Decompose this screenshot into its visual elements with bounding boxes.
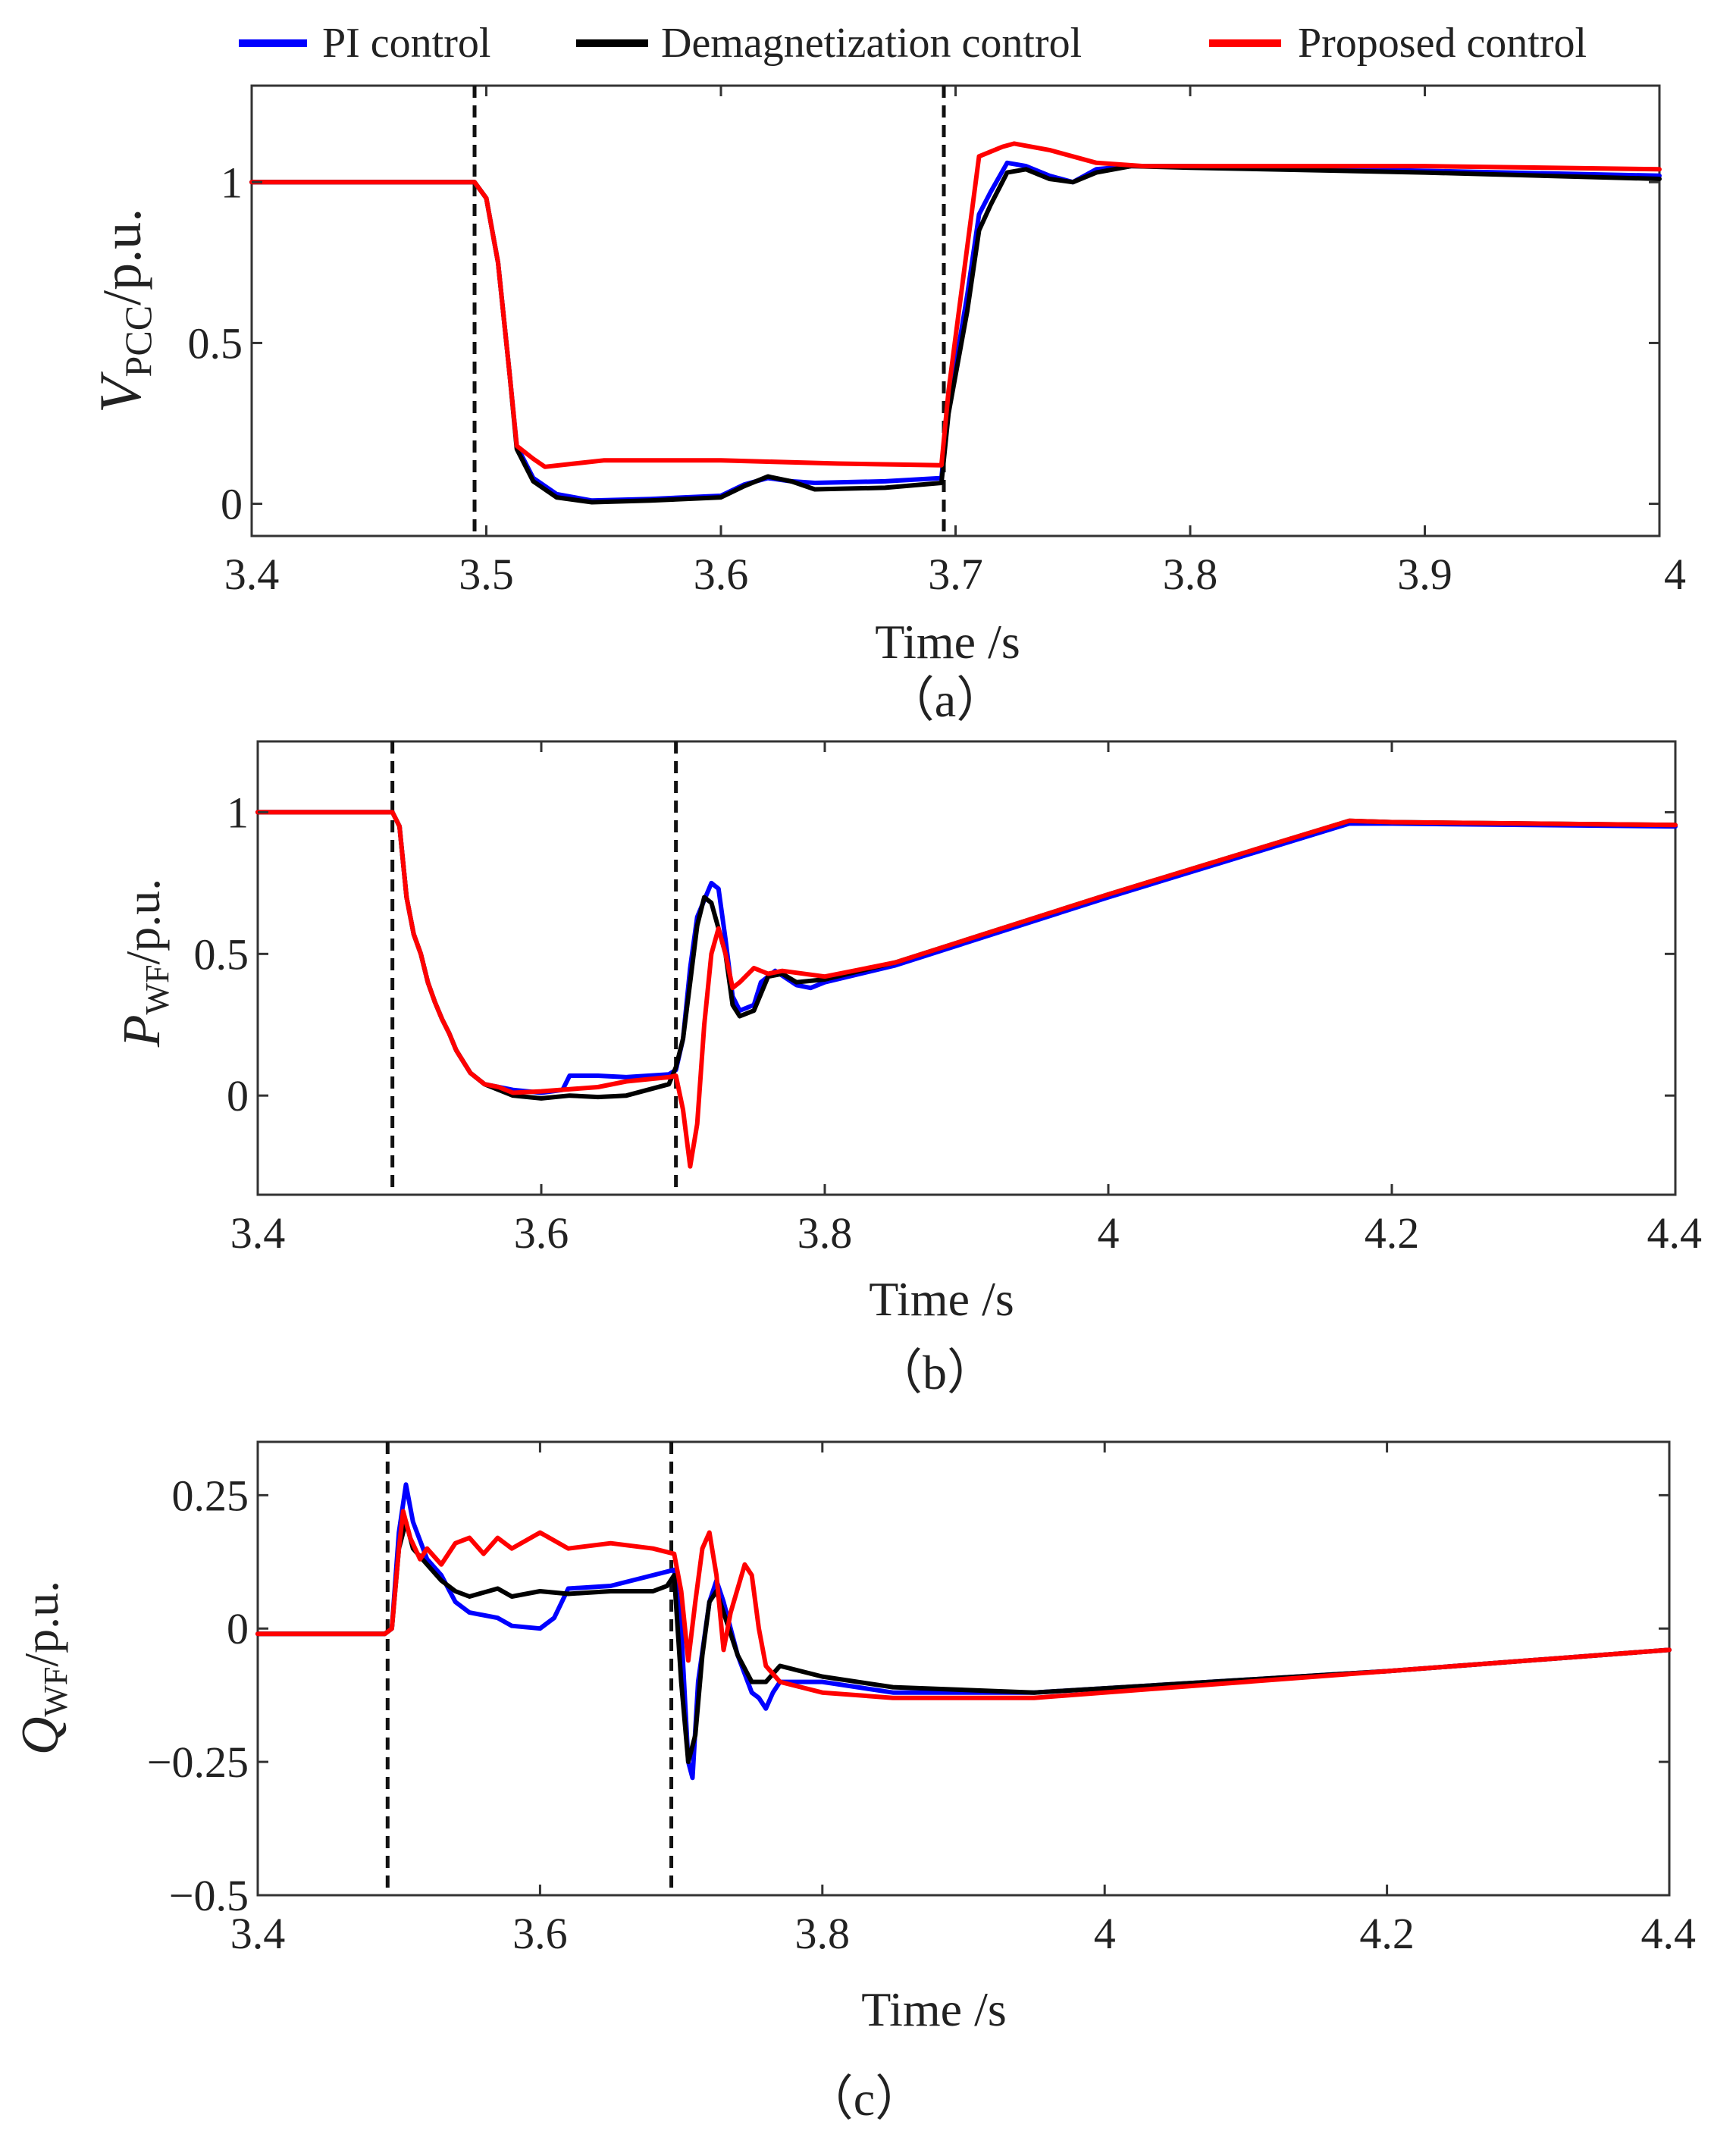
legend: PI control Demagnetization control Propo… [239,20,1587,67]
event-lines [385,1442,674,1895]
legend-label-proposed: Proposed control [1298,20,1587,67]
y-tick-label: −0.25 [147,1738,249,1787]
series-layer [255,810,1678,1169]
y-tick-label: 0 [221,480,243,529]
series-line-proposed-control [249,141,1662,469]
panel-b: 3.4 3.6 3.8 4 4.2 4.4 00.51 Time /s PWF/p.u. … [113,740,1702,1399]
x-tick-label: 3.5 [459,550,514,599]
x-tick-label: 3.7 [928,550,983,599]
panel-label: （a） [886,673,1004,727]
x-tick-label: 3.6 [514,1208,569,1258]
series-line-demagnetization-control [255,810,1678,1101]
x-axis-label: Time /s [875,615,1020,669]
panel-label: （b） [874,1346,995,1399]
y-tick-label: 0.25 [172,1471,249,1520]
event-lines [390,741,678,1195]
y-tick-label: 1 [227,788,249,837]
y-axis-label: PWF/p.u. [113,879,176,1048]
x-tick-label: 4 [1098,1208,1120,1258]
y-ticks: 00.51 [188,158,1659,529]
x-axis-label: Time /s [861,1982,1007,2036]
series-line-proposed-control [255,810,1678,1169]
x-tick-label: 4.4 [1641,1909,1697,1958]
x-tick-label: 3.4 [230,1208,286,1258]
x-ticks: 3.4 3.6 3.8 4 4.2 4.4 [230,1442,1696,1958]
x-axis-label: Time /s [869,1272,1014,1326]
y-axis-symbol: V [87,371,153,413]
y-axis-subscript: WF [139,965,176,1015]
x-tick-label: 3.8 [1163,550,1218,599]
plot-frame [250,84,1661,537]
panel-label: （c） [805,2072,923,2126]
y-axis-label: QWF/p.u. [11,1581,74,1755]
x-tick-label: 4 [1094,1909,1116,1958]
series-line-demagnetization-control [255,1519,1672,1765]
x-tick-label: 3.8 [797,1208,853,1258]
y-tick-label: 0.5 [194,929,249,979]
y-axis-subscript: WF [37,1667,74,1717]
y-axis-label: VPCC/p.u. [87,208,159,413]
y-tick-label: 0 [227,1604,249,1653]
legend-label-demagnetization: Demagnetization control [661,20,1082,67]
x-tick-label: 3.9 [1397,550,1452,599]
y-axis-unit: /p.u. [116,879,170,965]
series-line-pi-control [255,810,1678,1095]
plot-frame [256,1440,1671,1897]
series-layer [255,1482,1672,1781]
panel-a: 3.4 3.5 3.6 3.7 3.8 3.9 4 00.51 Time /s VPCC/p… [87,84,1686,727]
x-tick-label: 3.8 [795,1909,851,1958]
series-line-pi-control [255,1482,1672,1781]
y-tick-label: 1 [221,158,243,207]
y-axis-unit: /p.u. [14,1581,68,1667]
y-tick-label: 0.5 [188,318,243,368]
x-tick-label: 4 [1664,550,1686,599]
y-tick-label: −0.5 [169,1871,249,1920]
x-ticks: 3.4 3.5 3.6 3.7 3.8 3.9 4 [224,86,1686,599]
y-axis-symbol: P [113,1015,171,1048]
series-layer [249,141,1662,505]
y-tick-label: 0 [227,1071,249,1120]
x-tick-label: 3.6 [694,550,749,599]
y-axis-unit: /p.u. [92,208,152,306]
x-tick-label: 3.4 [230,1909,286,1958]
y-axis-symbol: Q [11,1717,70,1756]
y-ticks: −0.5 −0.25 0 0.25 [147,1471,1669,1920]
x-tick-label: 4.2 [1365,1208,1420,1258]
series-line-proposed-control [255,1509,1672,1700]
plot-frame [256,740,1677,1196]
legend-label-pi: PI control [322,20,490,67]
x-ticks: 3.4 3.6 3.8 4 4.2 4.4 [230,741,1702,1258]
y-axis-subscript: PCC [117,306,159,378]
x-tick-label: 3.6 [512,1909,568,1958]
x-tick-label: 4.2 [1359,1909,1415,1958]
x-tick-label: 4.4 [1647,1208,1703,1258]
x-tick-label: 3.4 [224,550,280,599]
y-ticks: 00.51 [194,788,1675,1120]
